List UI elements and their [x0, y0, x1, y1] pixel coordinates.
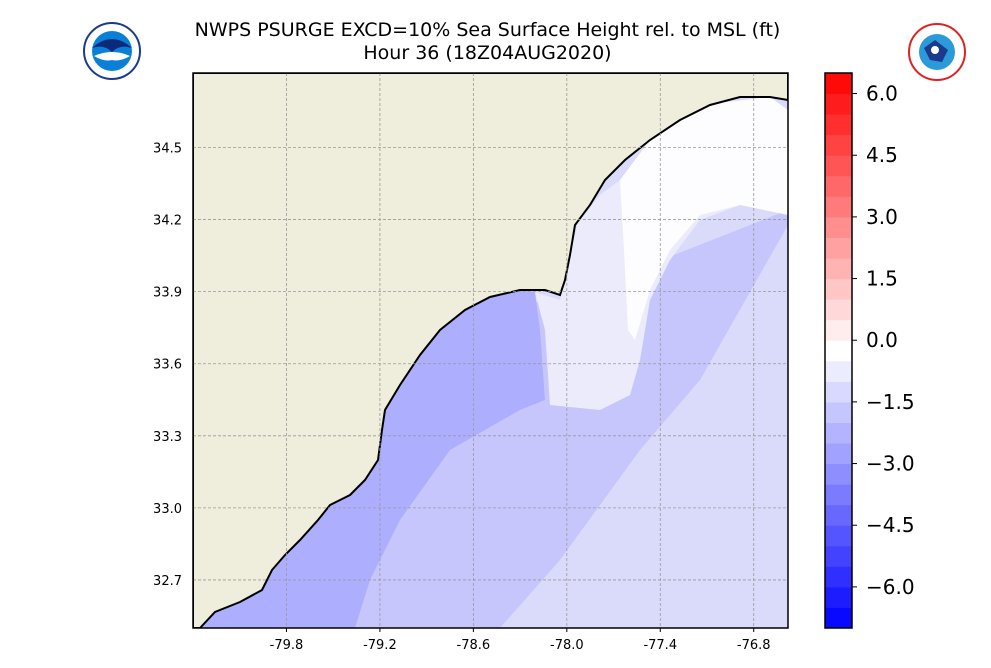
- colorbar-band: [825, 401, 852, 423]
- lat-tick-label: 33.6: [153, 358, 182, 373]
- colorbar-band: [825, 422, 852, 444]
- colorbar-band: [825, 155, 852, 177]
- lat-tick-label: 33.0: [153, 502, 182, 517]
- gridlines: [193, 73, 788, 628]
- nws-logo: [908, 23, 966, 81]
- map-area[interactable]: [193, 73, 788, 628]
- colorbar-band: [825, 381, 852, 403]
- colorbar-band: [825, 443, 852, 465]
- colorbar-band: [825, 134, 852, 156]
- colorbar-band: [825, 73, 852, 95]
- colorbar-tick-label: −4.5: [866, 513, 915, 537]
- colorbar-tick-label: 0.0: [866, 328, 898, 352]
- lat-ticks: 32.7 33.0 33.3 33.6 33.9 34.2 34.5: [153, 141, 182, 588]
- lat-tick-label: 34.5: [153, 141, 182, 156]
- colorbar-band: [825, 340, 852, 362]
- lat-tick-label: 33.9: [153, 286, 182, 301]
- lon-tick-label: -77.4: [643, 638, 677, 653]
- colorbar-tick-label: −1.5: [866, 390, 915, 414]
- lat-tick-label: 33.3: [153, 430, 182, 445]
- noaa-logo: [83, 22, 141, 80]
- colorbar-frame: [824, 72, 853, 629]
- chart-title: NWPS PSURGE EXCD=10% Sea Surface Height …: [194, 19, 781, 41]
- colorbar-band: [825, 299, 852, 321]
- colorbar-band: [825, 196, 852, 218]
- colorbar-band: [825, 607, 852, 629]
- land: [193, 73, 788, 628]
- colorbar-tick-label: 1.5: [866, 267, 898, 291]
- lat-tick-label: 32.7: [153, 574, 182, 589]
- colorbar-band: [825, 258, 852, 280]
- colorbar-band: [825, 566, 852, 588]
- lon-tick-label: -78.0: [550, 638, 584, 653]
- colorbar-tick-label: 6.0: [866, 82, 898, 106]
- colorbar-tick-label: 3.0: [866, 205, 898, 229]
- colorbar-band: [825, 504, 852, 526]
- colorbar-band: [825, 484, 852, 506]
- map-frame: [192, 72, 789, 629]
- colorbar: [825, 73, 852, 629]
- chart-subtitle: Hour 36 (18Z04AUG2020): [363, 42, 612, 64]
- colorbar-tick-label: −6.0: [866, 575, 915, 599]
- colorbar-band: [825, 319, 852, 341]
- colorbar-band: [825, 586, 852, 608]
- colorbar-band: [825, 463, 852, 485]
- lon-tick-label: -79.8: [270, 638, 304, 653]
- colorbar-ticks: 6.0 4.5 3.0 1.5 0.0 −1.5 −3.0 −4.5 −6.0: [852, 82, 915, 599]
- colorbar-tick-label: 4.5: [866, 143, 898, 167]
- colorbar-band: [825, 545, 852, 567]
- colorbar-band: [825, 278, 852, 300]
- colorbar-band: [825, 216, 852, 238]
- colorbar-band: [825, 525, 852, 547]
- colorbar-band: [825, 237, 852, 259]
- colorbar-tick-label: −3.0: [866, 452, 915, 476]
- lon-tick-label: -78.6: [457, 638, 491, 653]
- colorbar-band: [825, 93, 852, 115]
- surge-contour-zero: [620, 97, 788, 340]
- lon-tick-label: -79.2: [363, 638, 397, 653]
- surge-contour-nearshore: [193, 290, 545, 628]
- lon-tick-label: -76.8: [737, 638, 771, 653]
- lat-tick-label: 34.2: [153, 214, 182, 229]
- colorbar-band: [825, 360, 852, 382]
- colorbar-band: [825, 175, 852, 197]
- colorbar-band: [825, 114, 852, 136]
- lon-ticks: -79.8 -79.2 -78.6 -78.0 -77.4 -76.8: [270, 628, 771, 653]
